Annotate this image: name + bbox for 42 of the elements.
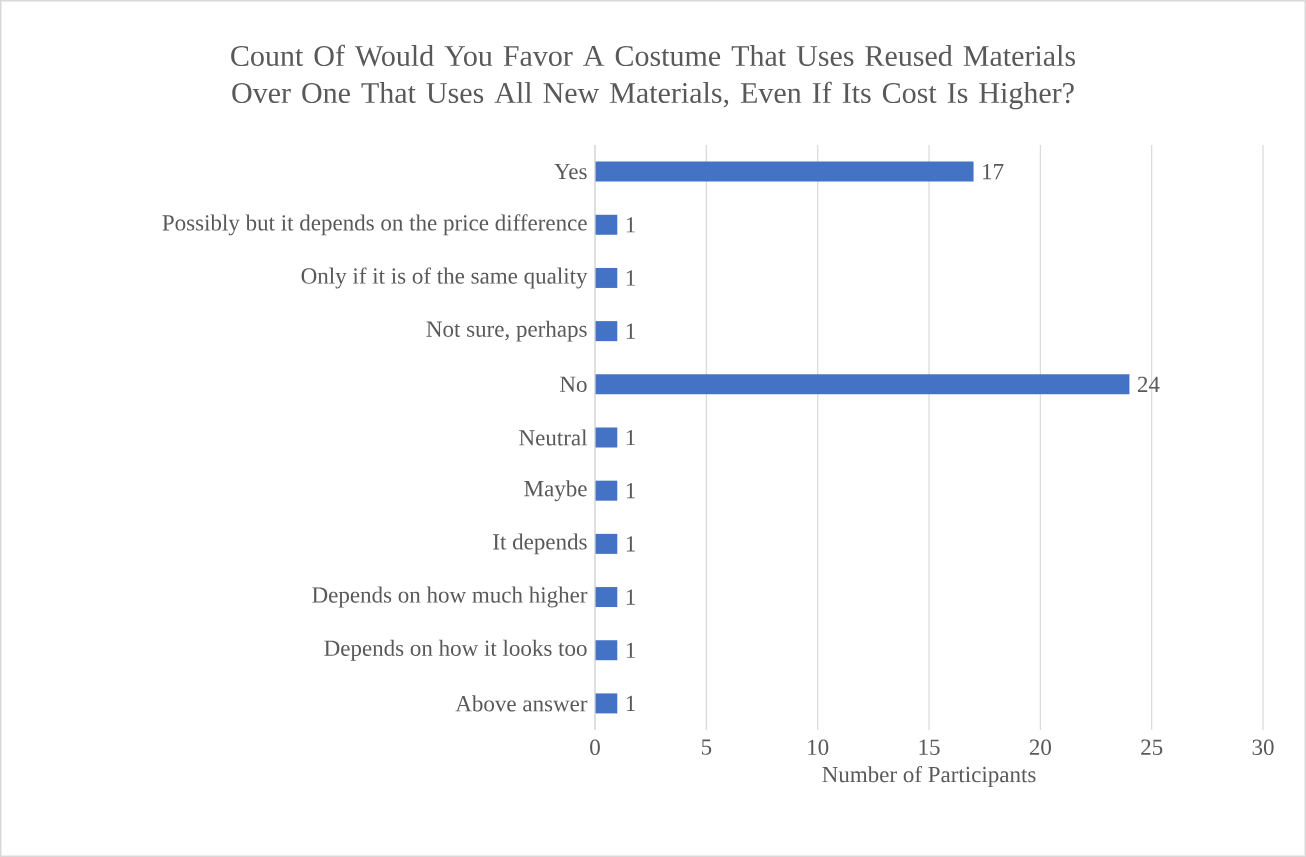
chart-title: Count Of Would You Favor A Costume That Uses Reused Materials Over One That Uses All New Materials, Even If Its Cost Is Higher?	[231, 44, 1076, 110]
data-label: 1	[626, 642, 635, 658]
x-tick-label: 30	[1252, 739, 1274, 756]
bar	[595, 321, 618, 342]
data-label: 1	[626, 323, 635, 339]
bar	[595, 640, 618, 661]
data-label: 1	[626, 270, 635, 286]
x-tick-label: 15	[919, 739, 940, 755]
y-tick-label: No	[560, 376, 587, 392]
bar	[595, 267, 618, 288]
bar	[595, 214, 618, 235]
bar	[595, 427, 618, 448]
y-tick-label: Possibly but it depends on the price difference	[162, 214, 587, 236]
y-tick-label: It depends	[493, 533, 587, 555]
x-tick-label: 10	[808, 739, 829, 756]
data-label: 24	[1137, 376, 1160, 392]
data-label: 1	[626, 429, 635, 446]
y-tick-label: Depends on how it looks too	[324, 639, 587, 661]
y-tick-label: Maybe	[524, 480, 587, 502]
y-tick-label: Neutral	[519, 429, 588, 446]
bar	[595, 693, 618, 714]
bar	[595, 587, 618, 608]
bar	[595, 480, 618, 501]
data-label: 1	[626, 483, 635, 499]
x-tick-label: 0	[590, 739, 600, 756]
y-tick-label: Yes	[554, 163, 587, 180]
x-tick-label: 25	[1141, 739, 1163, 755]
data-label: 1	[626, 217, 635, 233]
bar	[595, 533, 618, 554]
x-axis-title: Number of Participants	[822, 765, 1036, 787]
x-tick-label: 5	[701, 739, 712, 755]
data-label: 17	[983, 163, 1004, 180]
x-tick-label: 20	[1029, 739, 1051, 756]
y-tick-label: Not sure, perhaps	[426, 320, 587, 342]
bar	[595, 374, 1130, 395]
y-tick-label: Depends on how much higher	[312, 586, 588, 608]
bar	[595, 161, 974, 182]
y-tick-label: Above answer	[455, 695, 588, 712]
data-label: 1	[626, 536, 635, 552]
data-label: 1	[626, 695, 635, 712]
y-tick-label: Only if it is of the same quality	[301, 267, 588, 289]
data-label: 1	[626, 589, 635, 605]
